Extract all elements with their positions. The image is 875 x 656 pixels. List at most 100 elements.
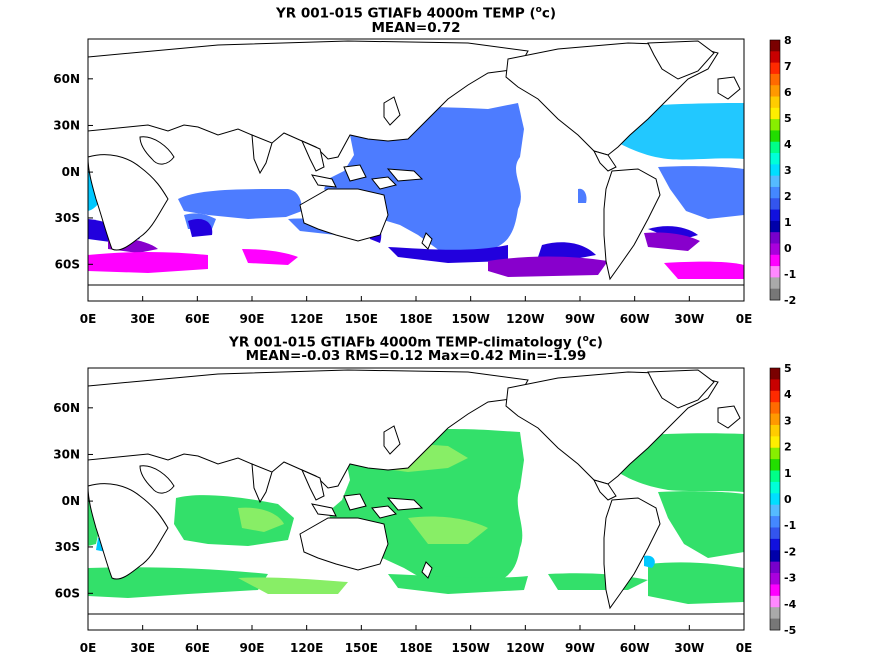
top-lon-label: 60E — [185, 312, 210, 326]
top-lon-label: 30W — [674, 312, 704, 326]
top-lat-label: 60N — [53, 72, 80, 86]
top-colorbar-swatch — [770, 209, 780, 222]
top-colorbar-label: 2 — [784, 190, 792, 203]
top-colorbar-label: -1 — [784, 268, 796, 281]
top-colorbar-label: 1 — [784, 216, 792, 229]
bottom-colorbar-swatch — [770, 436, 780, 449]
bottom-colorbar-swatch — [770, 504, 780, 517]
bottom-colorbar-swatch — [770, 595, 780, 608]
bottom-lat-label: 60N — [53, 401, 80, 415]
bottom-colorbar: 5 4 3 2 1 0 -1 -2 -3 -4 -5 — [769, 362, 797, 637]
top-colorbar-swatch — [770, 277, 780, 290]
top-lat-label: 60S — [55, 257, 80, 271]
bottom-colorbar-label: -2 — [784, 545, 796, 558]
top-colorbar: 8 7 6 5 4 3 2 1 0 -1 -2 — [769, 34, 796, 307]
top-colorbar-swatch — [770, 288, 780, 301]
top-lon-label: 180E — [399, 312, 432, 326]
top-colorbar-swatch — [770, 164, 780, 177]
bottom-map-plot — [87, 367, 745, 631]
bottom-lon-label: 30W — [674, 641, 704, 655]
bottom-lon-label: 90W — [565, 641, 595, 655]
top-colorbar-swatch — [770, 40, 780, 52]
bottom-colorbar-label: 0 — [784, 493, 792, 506]
bottom-colorbar-swatch — [770, 481, 780, 494]
bottom-colorbar-label: 3 — [784, 414, 792, 427]
bottom-lat-label: 30N — [53, 447, 80, 461]
bottom-colorbar-label: 5 — [784, 362, 792, 375]
bottom-lat-label: 30S — [55, 540, 80, 554]
top-colorbar-label: 0 — [784, 242, 792, 255]
top-colorbar-frame — [769, 39, 781, 301]
bottom-colorbar-swatch — [770, 584, 780, 597]
bottom-colorbar-swatch — [770, 561, 780, 574]
bottom-colorbar-label: -5 — [784, 624, 796, 637]
top-colorbar-swatch — [770, 107, 780, 120]
bottom-colorbar-swatch — [770, 413, 780, 426]
bottom-colorbar-label: 2 — [784, 441, 792, 454]
top-colorbar-swatch — [770, 254, 780, 267]
bottom-colorbar-label: -1 — [784, 519, 796, 532]
bottom-lon-label: 60W — [620, 641, 650, 655]
bottom-map-title: YR 001-015 GTIAFb 4000m TEMP-climatology… — [229, 334, 603, 351]
top-colorbar-swatch — [770, 85, 780, 97]
bottom-colorbar-label: 4 — [784, 388, 792, 401]
top-colorbar-swatch — [770, 130, 780, 143]
top-map-title: YR 001-015 GTIAFb 4000m TEMP (oc) — [276, 5, 556, 22]
top-lon-label: 0E — [736, 312, 753, 326]
top-colorbar-label: 5 — [784, 112, 792, 125]
bottom-lon-label: 150E — [345, 641, 378, 655]
bottom-lon-label: 0E — [80, 641, 97, 655]
bottom-lon-label: 60E — [185, 641, 210, 655]
top-colorbar-swatch — [770, 175, 780, 188]
bottom-lon-label: 180E — [399, 641, 432, 655]
top-colorbar-swatch — [770, 243, 780, 256]
bottom-colorbar-swatch — [770, 550, 780, 563]
bottom-map-axes: 60N 30N 0N 30S 60S 0E 30E 60E 90E 120E 150E 180E 150… — [53, 401, 752, 655]
bottom-colorbar-swatch — [770, 573, 780, 585]
bottom-colorbar-swatch — [770, 459, 780, 471]
bottom-colorbar-swatch — [770, 493, 780, 506]
top-colorbar-swatch — [770, 266, 780, 278]
top-colorbar-label: 7 — [784, 60, 792, 73]
top-colorbar-swatch — [770, 62, 780, 75]
top-colorbar-swatch — [770, 198, 780, 210]
bottom-colorbar-swatch — [770, 368, 780, 380]
top-colorbar-swatch — [770, 51, 780, 64]
top-colorbar-label: 4 — [784, 138, 792, 151]
top-lon-label: 120W — [506, 312, 544, 326]
bottom-map-stats: MEAN=-0.03 RMS=0.12 Max=0.42 Min=-1.99 — [245, 348, 587, 364]
top-colorbar-label: 8 — [784, 34, 792, 47]
bottom-colorbar-swatch — [770, 618, 780, 631]
top-colorbar-swatch — [770, 141, 780, 154]
top-colorbar-swatch — [770, 153, 780, 165]
top-colorbar-label: 3 — [784, 164, 792, 177]
top-map-axes: 60N 30N 0N 30S 60S 0E 30E 60E 90E 120E 150E 180E 150… — [53, 72, 752, 326]
bottom-lat-label: 60S — [55, 586, 80, 600]
bottom-colorbar-swatch — [770, 402, 780, 414]
bottom-colorbar-swatch — [770, 470, 780, 483]
top-colorbar-swatch — [770, 96, 780, 109]
top-colorbar-swatch — [770, 186, 780, 199]
top-lon-label: 150E — [345, 312, 378, 326]
top-lon-label: 0E — [80, 312, 97, 326]
top-lon-label: 120E — [290, 312, 323, 326]
bottom-lon-label: 0E — [736, 641, 753, 655]
bottom-colorbar-label: -3 — [784, 572, 796, 585]
top-colorbar-label: 6 — [784, 86, 792, 99]
top-lon-label: 90E — [240, 312, 265, 326]
bottom-lon-label: 90E — [240, 641, 265, 655]
bottom-lat-label: 0N — [62, 494, 80, 508]
top-lon-label: 60W — [620, 312, 650, 326]
top-map-stats: MEAN=0.72 — [371, 20, 461, 36]
bottom-lon-label: 150W — [452, 641, 490, 655]
top-colorbar-swatch — [770, 232, 780, 244]
bottom-colorbar-swatch — [770, 516, 780, 528]
top-lat-label: 30N — [53, 118, 80, 132]
bottom-colorbar-label: -4 — [784, 598, 797, 611]
bottom-colorbar-swatch — [770, 390, 780, 403]
top-colorbar-swatch — [770, 220, 780, 233]
bottom-colorbar-swatch — [770, 527, 780, 540]
bottom-lon-label: 120E — [290, 641, 323, 655]
top-colorbar-swatch — [770, 73, 780, 86]
top-map-plot — [87, 38, 745, 302]
